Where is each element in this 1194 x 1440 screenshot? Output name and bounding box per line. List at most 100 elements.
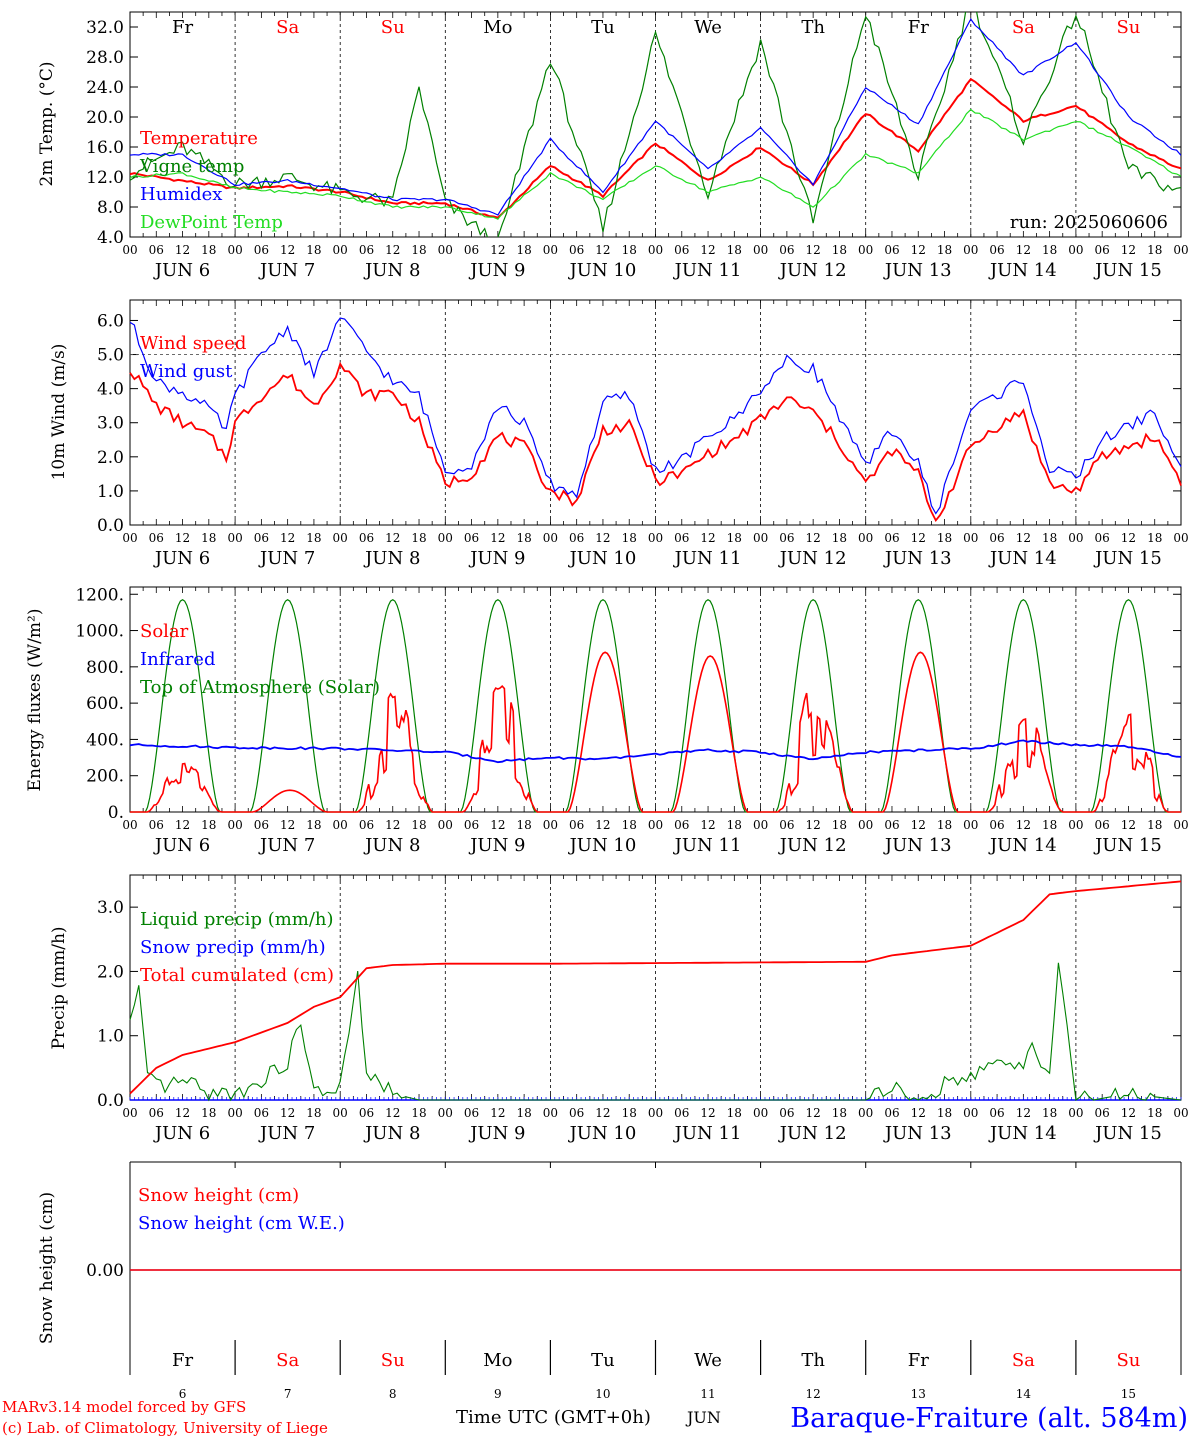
x-tick-label: 12 [175,531,190,545]
y-tick-label: 6.0 [97,311,124,331]
x-date-label: JUN 13 [883,548,952,569]
x-tick-label: 12 [700,243,715,257]
weekday-label: Su [381,1350,405,1371]
legend-entry: Snow precip (mm/h) [140,937,326,958]
x-tick-label: 12 [911,818,926,832]
x-tick-label: 18 [516,243,531,257]
legend-entry: Liquid precip (mm/h) [140,909,334,930]
x-tick-label: 06 [1095,818,1110,832]
legend-entry: Wind gust [140,361,233,382]
snow-height-panel: 0.00 Snow height (cm) Snow height (cm) Snow… [37,1161,1182,1401]
x-tick-label: 12 [700,818,715,832]
x-tick-label: 12 [490,818,505,832]
y-tick-label: 28.0 [86,48,124,68]
x-tick-label: 00 [122,1106,137,1120]
x-tick-label: 18 [516,818,531,832]
x-tick-label: 00 [963,531,978,545]
weekday-label: Tu [591,17,615,38]
x-tick-label: 00 [122,243,137,257]
precip-panel: 0.0 1.0 2.0 3.0 Precip (mm/h) Liquid precip (… [49,874,1189,1144]
day-number: 9 [494,1387,502,1401]
x-tick-label: 18 [622,818,637,832]
x-tick-label: 12 [490,243,505,257]
x-date-label: JUN 6 [153,1123,210,1144]
x-tick-label: 18 [1042,818,1057,832]
x-tick-label: 00 [963,1106,978,1120]
x-date-label: JUN 9 [468,548,525,569]
day-number: 7 [284,1387,292,1401]
x-tick-label: 18 [306,243,321,257]
x-tick-label: 00 [227,531,242,545]
x-tick-label: 12 [595,531,610,545]
x-tick-label: 00 [1068,818,1083,832]
x-tick-label: 18 [1147,818,1162,832]
x-tick-label: 06 [464,1106,479,1120]
x-tick-label: 18 [727,243,742,257]
plot-frame [129,11,1182,238]
x-tick-label: 00 [333,818,348,832]
x-tick-label: 00 [1068,243,1083,257]
series-humidex [130,17,1181,216]
x-date-label: JUN 12 [778,260,847,281]
x-tick-label: 18 [937,1106,952,1120]
day-number: 13 [911,1387,926,1401]
x-tick-label: 06 [254,243,269,257]
x-tick-label: 00 [858,243,873,257]
x-tick-label: 06 [1095,531,1110,545]
x-tick-label: 12 [1016,818,1031,832]
y-tick-label: 8.0 [97,198,124,218]
x-tick-label: 12 [1121,243,1136,257]
x-tick-label: 18 [727,1106,742,1120]
x-tick-label: 06 [989,1106,1004,1120]
y-tick-label: 4.0 [97,380,124,400]
footer-model: MARv3.14 model forced by GFS [2,1398,246,1416]
x-date-label: JUN 12 [778,548,847,569]
x-date-label: JUN 15 [1093,260,1162,281]
y-tick-label: 600. [86,694,124,714]
x-tick-label: 18 [727,818,742,832]
x-date-label: JUN 14 [988,835,1057,856]
run-label: run: 2025060606 [1010,212,1168,233]
weekday-label: Sa [1012,17,1035,38]
x-tick-label: 00 [858,1106,873,1120]
x-tick-label: 06 [989,243,1004,257]
x-tick-label: 06 [254,531,269,545]
x-tick-label: 12 [175,1106,190,1120]
x-tick-label: 06 [674,818,689,832]
temperature-series [130,12,1181,237]
y-axis-label: Energy fluxes (W/m²) [25,609,45,792]
x-tick-label: 18 [622,243,637,257]
legend-entry: Top of Atmosphere (Solar) [140,677,380,698]
weekday-label: We [694,17,722,38]
y-axis-label: Precip (mm/h) [49,926,69,1049]
x-tick-label: 06 [254,818,269,832]
weekday-label: Mo [483,17,512,38]
y-tick-label: 4.0 [97,228,124,248]
x-date-label: JUN 7 [258,260,315,281]
wind-panel: 0.0 1.0 2.0 3.0 4.0 5.0 6.0 10m Wind (m/s) Wind … [49,299,1189,569]
weekday-label: We [694,1350,722,1371]
series-temperature [130,77,1181,219]
x-date-label: JUN 7 [258,1123,315,1144]
x-tick-label: 00 [333,531,348,545]
x-date-label: JUN 8 [363,1123,420,1144]
x-tick-label: 12 [175,818,190,832]
x-date-label: JUN 6 [153,260,210,281]
x-tick-label: 12 [385,1106,400,1120]
x-tick-label: 18 [622,531,637,545]
x-tick-label: 18 [1042,531,1057,545]
x-tick-label: 00 [1173,531,1188,545]
legend-entry: Snow height (cm) [138,1185,299,1206]
legend-entry: Temperature [140,128,258,149]
y-tick-label: 0.0 [97,516,124,536]
y-tick-label: 400. [86,730,124,750]
weekday-label: Fr [172,17,193,38]
x-tick-label: 12 [385,818,400,832]
x-tick-label: 06 [884,1106,899,1120]
x-tick-label: 00 [858,818,873,832]
x-tick-label: 06 [674,243,689,257]
x-tick-label: 06 [779,818,794,832]
y-tick-label: 0.0 [97,1091,124,1111]
y-tick-label: 16.0 [86,138,124,158]
y-tick-label: 5.0 [97,346,124,366]
